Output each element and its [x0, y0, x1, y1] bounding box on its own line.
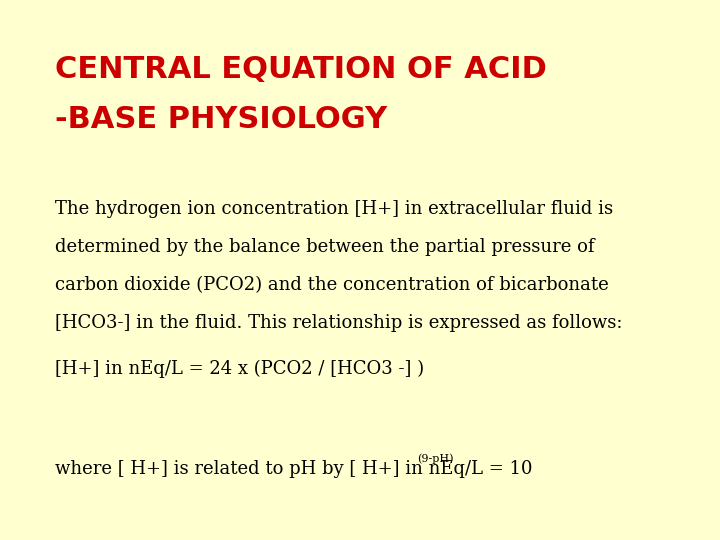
Text: [H+] in nEq/L = 24 x (PCO2 / [HCO3 -] ): [H+] in nEq/L = 24 x (PCO2 / [HCO3 -] )	[55, 360, 424, 378]
Text: where [ H+] is related to pH by [ H+] in nEq/L = 10: where [ H+] is related to pH by [ H+] in…	[55, 460, 533, 478]
Text: determined by the balance between the partial pressure of: determined by the balance between the pa…	[55, 238, 595, 256]
Text: [HCO3-] in the fluid. This relationship is expressed as follows:: [HCO3-] in the fluid. This relationship …	[55, 314, 623, 332]
Text: The hydrogen ion concentration [H+] in extracellular fluid is: The hydrogen ion concentration [H+] in e…	[55, 200, 613, 218]
Text: carbon dioxide (PCO2) and the concentration of bicarbonate: carbon dioxide (PCO2) and the concentrat…	[55, 276, 608, 294]
Text: CENTRAL EQUATION OF ACID: CENTRAL EQUATION OF ACID	[55, 55, 547, 84]
Text: (9-pH): (9-pH)	[417, 453, 454, 463]
Text: -BASE PHYSIOLOGY: -BASE PHYSIOLOGY	[55, 105, 387, 134]
